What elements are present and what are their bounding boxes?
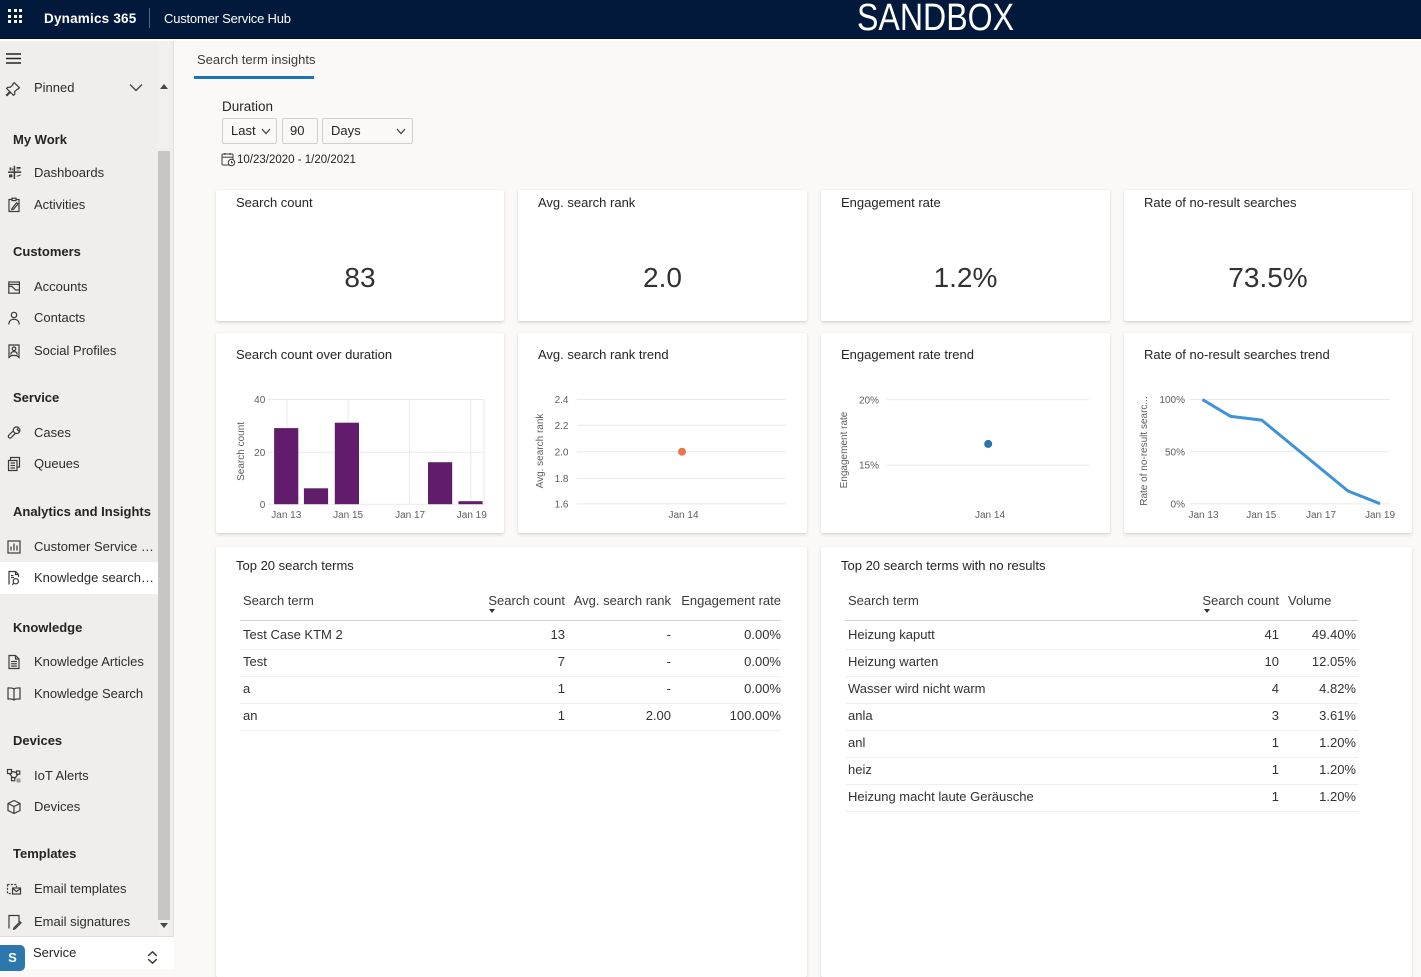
svg-text:Jan 17: Jan 17 xyxy=(395,510,425,521)
svg-text:0: 0 xyxy=(260,500,266,511)
svg-text:1.8: 1.8 xyxy=(555,474,569,485)
svg-text:50%: 50% xyxy=(1165,447,1185,458)
svg-text:Avg. search rank: Avg. search rank xyxy=(535,413,546,489)
svg-text:0%: 0% xyxy=(1171,500,1186,511)
svg-text:Jan 17: Jan 17 xyxy=(1306,510,1336,521)
svg-text:Jan 14: Jan 14 xyxy=(975,510,1005,521)
svg-text:20%: 20% xyxy=(859,395,879,406)
svg-text:2.0: 2.0 xyxy=(555,447,569,458)
svg-text:Engagement rate: Engagement rate xyxy=(839,411,850,488)
svg-text:Jan 14: Jan 14 xyxy=(668,510,698,521)
svg-text:20: 20 xyxy=(254,448,266,459)
svg-text:Jan 13: Jan 13 xyxy=(271,510,301,521)
svg-text:Jan 13: Jan 13 xyxy=(1188,510,1218,521)
svg-text:1.6: 1.6 xyxy=(555,500,569,511)
svg-text:40: 40 xyxy=(254,395,266,406)
svg-text:Rate of no-result searc...: Rate of no-result searc... xyxy=(1139,396,1150,506)
svg-text:Jan 19: Jan 19 xyxy=(457,510,487,521)
svg-text:100%: 100% xyxy=(1159,395,1185,406)
svg-text:15%: 15% xyxy=(859,461,879,472)
svg-text:Jan 19: Jan 19 xyxy=(1365,510,1395,521)
svg-text:Search count: Search count xyxy=(236,422,247,481)
svg-text:Jan 15: Jan 15 xyxy=(333,510,363,521)
svg-text:2.2: 2.2 xyxy=(555,421,569,432)
svg-text:2.4: 2.4 xyxy=(555,395,569,406)
svg-text:Jan 15: Jan 15 xyxy=(1246,510,1276,521)
